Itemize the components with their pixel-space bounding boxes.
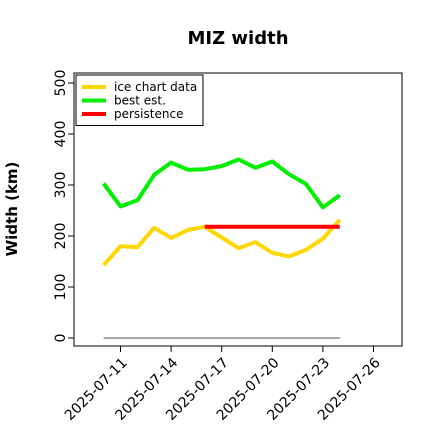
- y-tick-label: 200: [53, 223, 69, 250]
- y-tick-label: 500: [53, 70, 69, 97]
- plot-frame: [73, 72, 403, 347]
- x-axis: 2025-07-112025-07-142025-07-172025-07-20…: [62, 346, 384, 424]
- legend-label: ice chart data: [114, 80, 197, 94]
- chart-title: MIZ width: [187, 28, 288, 49]
- y-tick-label: 400: [53, 121, 69, 148]
- series-line-best-est: [101, 157, 341, 210]
- y-tick-label: 0: [53, 334, 69, 343]
- plot-lines: [101, 157, 342, 339]
- y-axis: 0 100 200 300 400 500: [53, 70, 74, 343]
- y-tick-label: 100: [53, 274, 69, 301]
- y-tick-label: 300: [53, 172, 69, 199]
- legend-label: best est.: [114, 94, 166, 108]
- y-axis-label: Width (km): [3, 162, 21, 257]
- legend-label: persistence: [114, 107, 183, 121]
- series-line-ice-chart-data: [102, 218, 342, 267]
